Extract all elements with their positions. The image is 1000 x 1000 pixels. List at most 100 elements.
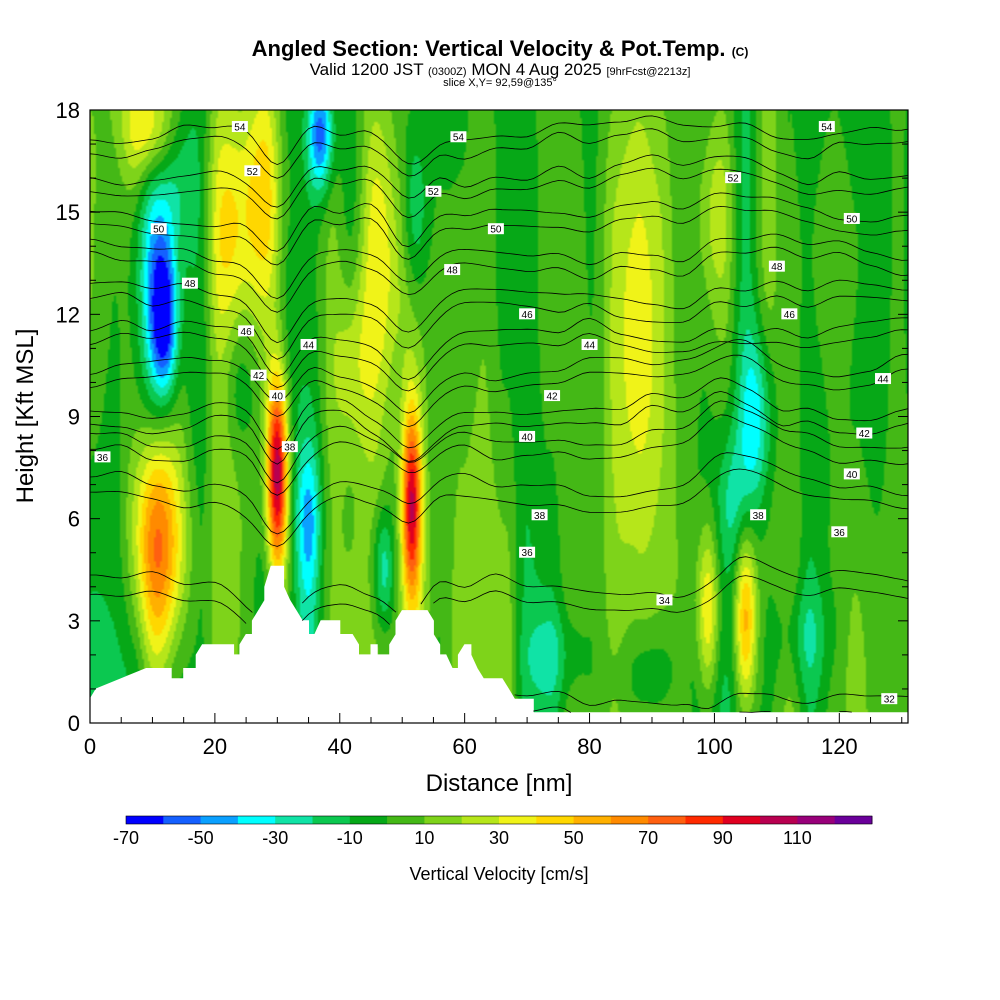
isentrope-label: 38 (531, 509, 548, 522)
x-axis: 0 20 40 60 80 100 120 (84, 713, 903, 759)
colorbar-tick-label: 110 (783, 828, 812, 848)
isentrope-label-bg (150, 223, 167, 235)
colorbar-tick-label: -10 (337, 828, 363, 848)
isentrope-label-bg (425, 185, 442, 197)
isentrope-label-text: 50 (153, 225, 165, 236)
colorbar: -70 -50 -30 -10 10 30 50 70 90 110 (113, 815, 873, 848)
isentrope-label-bg (531, 509, 548, 521)
isentrope-52-line (90, 167, 908, 220)
isentrope-label-bg (843, 468, 860, 480)
colorbar-swatch (237, 816, 276, 824)
x-tick-label: 100 (696, 734, 733, 759)
colorbar-swatch (499, 816, 537, 824)
isentrope-label-bg (831, 526, 848, 538)
isentrope-34-line (90, 575, 908, 625)
isentrope-label-text: 52 (247, 167, 259, 178)
isentrope-label-text: 46 (241, 327, 253, 338)
colorbar-swatch (126, 816, 164, 824)
isentrope-label-bg (250, 369, 267, 381)
colorbar-swatch (461, 816, 500, 824)
colorbar-tick-label: -70 (113, 828, 139, 848)
isentrope-label: 40 (269, 390, 286, 403)
isentrope-label-text: 54 (821, 123, 833, 134)
isentrope-label-text: 52 (428, 187, 440, 198)
isentrope-label-text: 48 (184, 279, 196, 290)
isentrope-label: 32 (881, 693, 898, 706)
isentrope-label: 44 (875, 373, 892, 386)
isentrope-label-text: 40 (522, 432, 534, 443)
isentrope-label: 36 (94, 451, 111, 464)
x-tick-label: 120 (821, 734, 858, 759)
isentrope-label-text: 38 (534, 511, 546, 522)
x-tick-label: 60 (452, 734, 476, 759)
chart-subtitle: Valid 1200 JST (0300Z) MON 4 Aug 2025 [9… (0, 60, 1000, 80)
valid-prefix: Valid 1200 JST (309, 60, 424, 79)
y-tick-label: 3 (68, 609, 80, 634)
colorbar-swatch (648, 816, 686, 824)
isentrope-label-text: 48 (771, 262, 783, 273)
y-axis-label: Height [Kft MSL] (12, 329, 39, 504)
isentrope-label: 42 (250, 369, 267, 382)
y-tick-label: 18 (56, 98, 80, 123)
colorbar-swatch (349, 816, 388, 824)
colorbar-swatch (387, 816, 425, 824)
isentrope-label: 52 (425, 185, 442, 198)
colorbar-tick-label: 30 (489, 828, 509, 848)
isentrope-label: 40 (843, 468, 860, 481)
isentrope-label: 34 (656, 594, 673, 607)
isentrope-label: 48 (768, 260, 785, 273)
isentrope-50-line (90, 192, 908, 252)
isentrope-label-bg (519, 308, 536, 320)
isentrope-label: 46 (519, 308, 536, 321)
y-tick-label: 6 (68, 507, 80, 532)
isentrope-36-line (90, 468, 908, 547)
isentrope-label: 36 (519, 546, 536, 559)
isentrope-label-bg (244, 165, 261, 177)
isentrope-48-line (90, 233, 908, 300)
isentrope-38-line (90, 414, 908, 496)
colorbar-tick-label: 10 (414, 828, 434, 848)
isentrope-label-bg (281, 441, 298, 453)
colorbar-swatch (834, 816, 873, 824)
isentrope-46-line (90, 279, 908, 344)
isentrope-label-bg (768, 260, 785, 272)
isentrope-label-text: 44 (584, 340, 596, 351)
isentrope-label-bg (656, 594, 673, 606)
isentrope-label: 50 (487, 223, 504, 236)
isentrope-label-text: 42 (547, 392, 559, 403)
isentrope-label: 54 (818, 121, 835, 134)
colorbar-swatch (685, 816, 724, 824)
isentrope-label: 40 (519, 430, 536, 443)
isentrope-52-line (90, 154, 908, 208)
isentrope-label-bg (487, 223, 504, 235)
isentrope-label-text: 42 (253, 371, 265, 382)
forecast-tag: [9hrFcst@2213z] (606, 66, 691, 78)
colorbar-frame (125, 815, 873, 825)
isentrope-label-text: 40 (846, 470, 858, 481)
isentrope-label: 48 (181, 277, 198, 290)
colorbar-swatch (760, 816, 798, 824)
isentrope-48-line (90, 246, 908, 313)
isentrope-36-line (90, 452, 908, 535)
isentrope-54-line (90, 128, 908, 179)
y-tick-label: 12 (56, 302, 80, 327)
isentrope-label: 38 (281, 441, 298, 454)
isentrope-label-bg (519, 430, 536, 442)
isentrope-label: 42 (544, 390, 561, 403)
colorbar-tick-label: 50 (564, 828, 584, 848)
isentrope-label-bg (843, 212, 860, 224)
terrain (90, 565, 908, 723)
isentrope-label-text: 36 (522, 548, 534, 559)
isentrope-label-bg (875, 373, 892, 385)
isentrope-label: 46 (238, 325, 255, 338)
isentropes (90, 115, 908, 713)
isentrope-label-text: 40 (272, 392, 284, 403)
isentrope-label-bg (818, 121, 835, 133)
isentrope-46-line (90, 291, 908, 360)
slice-info: slice X,Y= 92,59@135° (443, 77, 557, 89)
valid-utc: (0300Z) (428, 66, 467, 78)
isentrope-label-bg (725, 172, 742, 184)
x-tick-label: 40 (328, 734, 352, 759)
isentrope-label-text: 36 (97, 453, 109, 464)
